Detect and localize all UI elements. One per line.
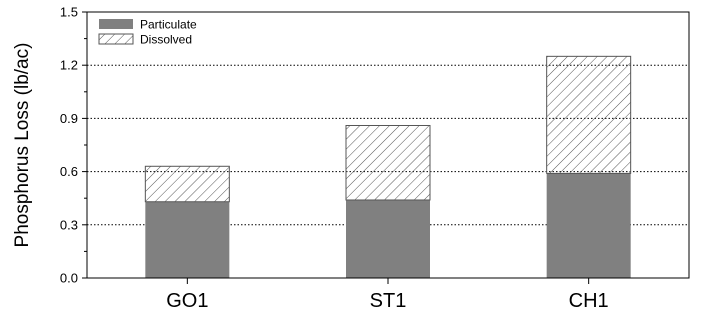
y-tick-label: 0.9 xyxy=(60,111,78,126)
legend-swatch-dissolved xyxy=(98,33,134,45)
x-tick-label: GO1 xyxy=(166,290,208,312)
plot-frame xyxy=(86,11,690,279)
bar-dissolved-ch1 xyxy=(546,55,632,174)
bar-dissolved-st1 xyxy=(345,124,431,201)
legend-label-particulate: Particulate xyxy=(140,18,197,32)
y-tick-label: 0.3 xyxy=(60,217,78,232)
axes: 0.0 0.3 0.6 0.9 1.2 1.5 GO1 ST1 CH1 xyxy=(60,5,690,312)
bar-dissolved-go1 xyxy=(144,165,230,203)
bar-particulate-go1 xyxy=(145,201,230,278)
y-tick-label: 0.6 xyxy=(60,164,78,179)
legend-swatch-particulate xyxy=(99,19,133,29)
y-tick-label: 1.5 xyxy=(60,5,78,20)
x-tick-label: ST1 xyxy=(370,290,407,312)
bar-particulate-ch1 xyxy=(546,173,631,278)
x-tick-label: CH1 xyxy=(569,290,609,312)
bars xyxy=(144,55,632,278)
bar-particulate-st1 xyxy=(346,199,430,278)
y-tick-label: 1.2 xyxy=(60,58,78,73)
y-tick-label: 0.0 xyxy=(60,271,78,286)
y-axis-title: Phosphorus Loss (lb/ac) xyxy=(12,43,33,248)
legend-label-dissolved: Dissolved xyxy=(140,33,192,47)
